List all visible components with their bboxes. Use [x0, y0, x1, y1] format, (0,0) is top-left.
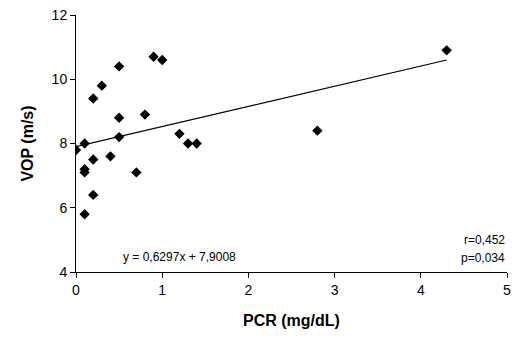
svg-text:8: 8	[59, 135, 67, 151]
svg-text:3: 3	[331, 282, 339, 298]
svg-text:5: 5	[503, 282, 511, 298]
svg-text:y = 0,6297x + 7,9008: y = 0,6297x + 7,9008	[123, 250, 236, 264]
svg-text:12: 12	[52, 7, 68, 23]
svg-text:0: 0	[72, 282, 80, 298]
svg-text:4: 4	[417, 282, 425, 298]
svg-text:r=0,452: r=0,452	[464, 233, 505, 247]
svg-text:1: 1	[158, 282, 166, 298]
svg-text:10: 10	[52, 71, 68, 87]
svg-text:4: 4	[59, 264, 67, 280]
svg-text:PCR (mg/dL): PCR (mg/dL)	[243, 312, 340, 329]
svg-text:2: 2	[245, 282, 253, 298]
svg-text:VOP (m/s): VOP (m/s)	[19, 105, 36, 181]
svg-text:6: 6	[59, 200, 67, 216]
svg-text:p=0,034: p=0,034	[461, 251, 505, 265]
